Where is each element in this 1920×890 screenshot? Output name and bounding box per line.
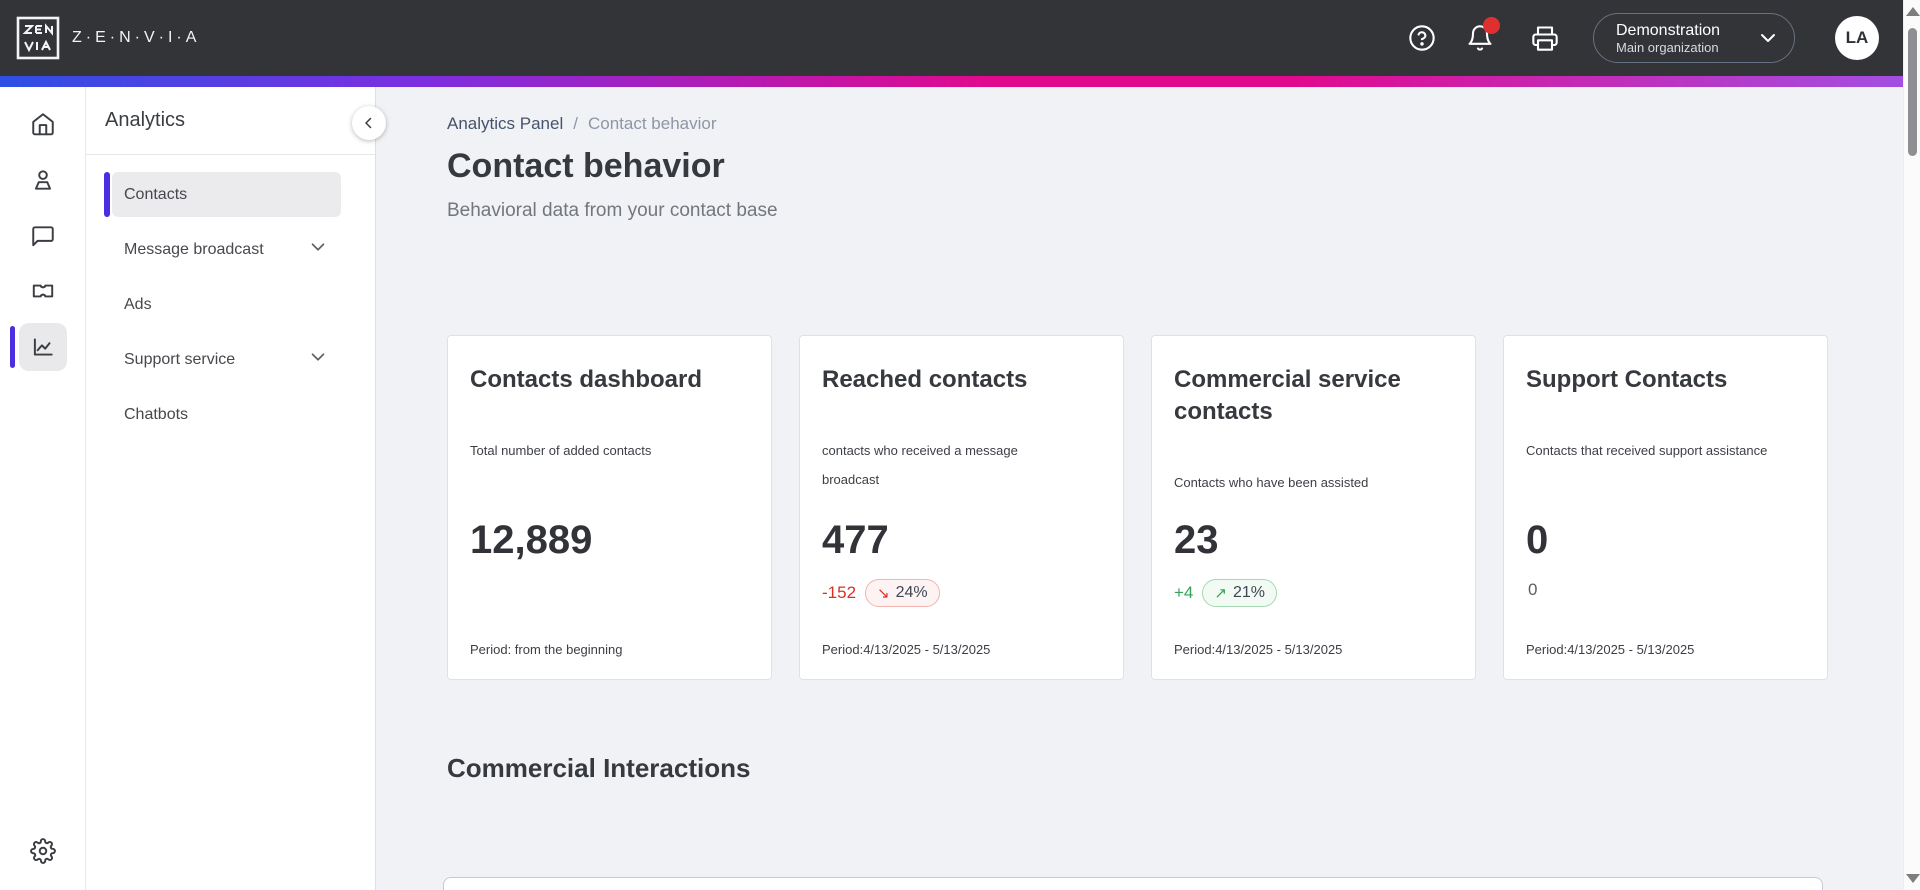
chat-bubble-icon [32,226,54,247]
person-icon [34,170,52,190]
card-title: Reached contacts [822,366,1028,393]
sidebar-item-contacts[interactable] [19,156,67,204]
card-delta-row: +4 ↗ 21% [1174,579,1277,607]
card-title: Contacts dashboard [470,366,703,393]
commercial-interactions-card [443,877,1823,890]
card-commercial-service-contacts: Commercial service contacts Contacts who… [1151,335,1476,680]
card-value: 23 [1174,518,1219,562]
section-title-commercial-interactions: Commercial Interactions [447,753,751,783]
chevron-left-icon [365,117,372,129]
page-title: Contact behavior [447,147,725,185]
breadcrumb-current: Contact behavior [587,114,717,133]
card-delta-row: -152 ↘ 24% [822,579,940,607]
breadcrumb-analytics-panel[interactable]: Analytics Panel [447,114,564,133]
card-support-contacts: Support Contacts Contacts that received … [1503,335,1828,680]
menu-item-contacts[interactable]: Contacts [104,172,341,217]
menu-item-support-service[interactable]: Support service [112,337,341,382]
organization-name: Demonstration [1616,21,1721,39]
panel-divider [86,154,375,155]
active-item-indicator [104,172,110,217]
sidebar-item-home[interactable] [19,100,67,148]
line-chart-icon [33,338,53,356]
card-period: Period:4/13/2025 - 5/13/2025 [1174,642,1343,657]
delta-value: +4 [1174,583,1194,602]
home-icon [32,113,54,136]
organization-switcher[interactable]: Demonstration Main organization [1593,13,1795,63]
breadcrumb: Analytics Panel / Contact behavior [447,114,717,134]
card-description: Total number of added contacts [470,443,652,458]
menu-item-message-broadcast[interactable]: Message broadcast [112,227,341,272]
page-subtitle: Behavioral data from your contact base [447,200,778,221]
sidebar-item-settings[interactable] [19,827,67,875]
sidebar-item-campaigns[interactable] [19,267,67,315]
card-period: Period: from the beginning [470,642,623,657]
ticket-icon [32,284,54,298]
panel-collapse-button[interactable] [352,106,386,140]
menu-item-label: Contacts [124,185,188,203]
topbar: Z·E·N·V·I·A Demonstration Main organizat… [0,0,1903,76]
analytics-panel: Analytics Contacts Message broadcast Ads… [86,87,386,890]
main-content: Analytics Panel / Contact behavior Conta… [376,87,1903,890]
notifications-bell-icon[interactable] [1466,17,1500,52]
card-description: contacts who received a message broadcas… [822,443,1018,487]
menu-item-label: Message broadcast [124,240,264,258]
card-description: Contacts who have been assisted [1174,475,1369,490]
card-value: 477 [822,518,889,562]
trend-down-arrow-icon: ↘ [877,585,890,602]
trend-badge: ↗ 21% [1202,579,1277,607]
menu-item-label: Chatbots [124,405,189,423]
breadcrumb-separator: / [573,114,578,133]
chevron-down-icon [307,346,329,373]
card-description: Contacts that received support assistanc… [1526,443,1768,458]
analytics-menu: Contacts Message broadcast Ads Support s… [104,172,341,447]
help-icon[interactable] [1408,24,1436,52]
active-rail-indicator [10,326,15,368]
card-value: 12,889 [470,518,593,562]
brand-wordmark: Z·E·N·V·I·A [72,29,201,46]
organization-type: Main organization [1616,39,1719,55]
scroll-down-arrow-icon[interactable] [1906,874,1920,883]
card-reached-contacts: Reached contacts contacts who received a… [799,335,1124,680]
card-contacts-dashboard: Contacts dashboard Total number of added… [447,335,772,680]
trend-badge: ↘ 24% [865,579,940,607]
menu-item-label: Support service [124,350,236,368]
notification-badge [1483,17,1500,34]
zenvia-logo-icon [16,16,60,60]
page-scrollbar[interactable] [1903,0,1920,890]
brand: Z·E·N·V·I·A [16,16,200,60]
sidebar-item-analytics[interactable] [19,323,67,371]
trend-percent: 24% [895,584,928,601]
card-period: Period:4/13/2025 - 5/13/2025 [822,642,991,657]
trend-up-arrow-icon: ↗ [1214,585,1227,602]
avatar[interactable]: LA [1835,16,1879,60]
brand-gradient-bar [0,76,1903,87]
trend-percent: 21% [1232,584,1265,601]
printer-icon[interactable] [1531,24,1559,52]
panel-title: Analytics [105,109,186,131]
card-period: Period:4/13/2025 - 5/13/2025 [1526,642,1695,657]
card-title: Support Contacts [1526,366,1728,393]
sidebar-item-conversations[interactable] [19,212,67,260]
gear-icon [30,838,56,864]
card-secondary-value: 0 [1528,580,1538,599]
scrollbar-thumb[interactable] [1908,28,1917,156]
menu-item-chatbots[interactable]: Chatbots [112,392,341,437]
menu-item-ads[interactable]: Ads [112,282,341,327]
delta-value: -152 [822,583,857,602]
icon-rail [0,87,86,890]
chevron-down-icon [307,236,329,263]
menu-item-label: Ads [124,295,152,313]
card-value: 0 [1526,518,1549,562]
kpi-cards-row: Contacts dashboard Total number of added… [447,335,1828,680]
scroll-up-arrow-icon[interactable] [1906,7,1920,16]
card-title: Commercial service contacts [1174,366,1401,425]
chevron-down-icon [1761,34,1775,42]
